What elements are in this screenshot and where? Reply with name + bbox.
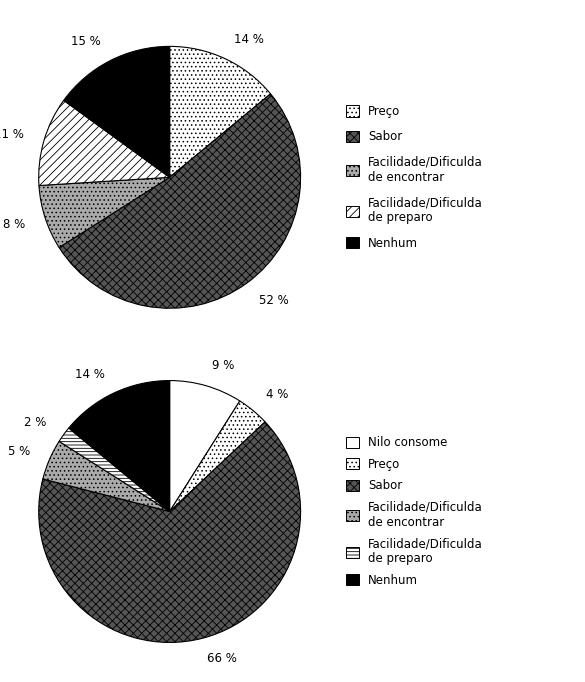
Wedge shape — [64, 46, 170, 177]
Text: 11 %: 11 % — [0, 128, 24, 141]
Text: 5 %: 5 % — [8, 445, 30, 458]
Text: 52 %: 52 % — [259, 294, 288, 307]
Text: 4 %: 4 % — [267, 388, 289, 401]
Wedge shape — [39, 177, 170, 248]
Text: 14 %: 14 % — [235, 33, 264, 46]
Text: 15 %: 15 % — [71, 35, 101, 48]
Wedge shape — [39, 100, 170, 186]
Text: 66 %: 66 % — [208, 652, 238, 665]
Text: 9 %: 9 % — [212, 359, 235, 372]
Wedge shape — [170, 401, 265, 512]
Text: 14 %: 14 % — [75, 368, 105, 381]
Wedge shape — [39, 422, 301, 642]
Legend: Preço, Sabor, Facilidade/Dificulda
de encontrar, Facilidade/Dificulda
de preparo: Preço, Sabor, Facilidade/Dificulda de en… — [346, 105, 483, 250]
Wedge shape — [59, 428, 170, 512]
Text: 8 %: 8 % — [3, 218, 25, 231]
Wedge shape — [170, 381, 240, 512]
Wedge shape — [170, 46, 270, 177]
Wedge shape — [43, 441, 170, 512]
Text: 2 %: 2 % — [25, 416, 47, 429]
Legend: Nilo consome, Preço, Sabor, Facilidade/Dificulda
de encontrar, Facilidade/Dificu: Nilo consome, Preço, Sabor, Facilidade/D… — [346, 436, 483, 587]
Wedge shape — [69, 381, 170, 512]
Wedge shape — [59, 94, 301, 308]
